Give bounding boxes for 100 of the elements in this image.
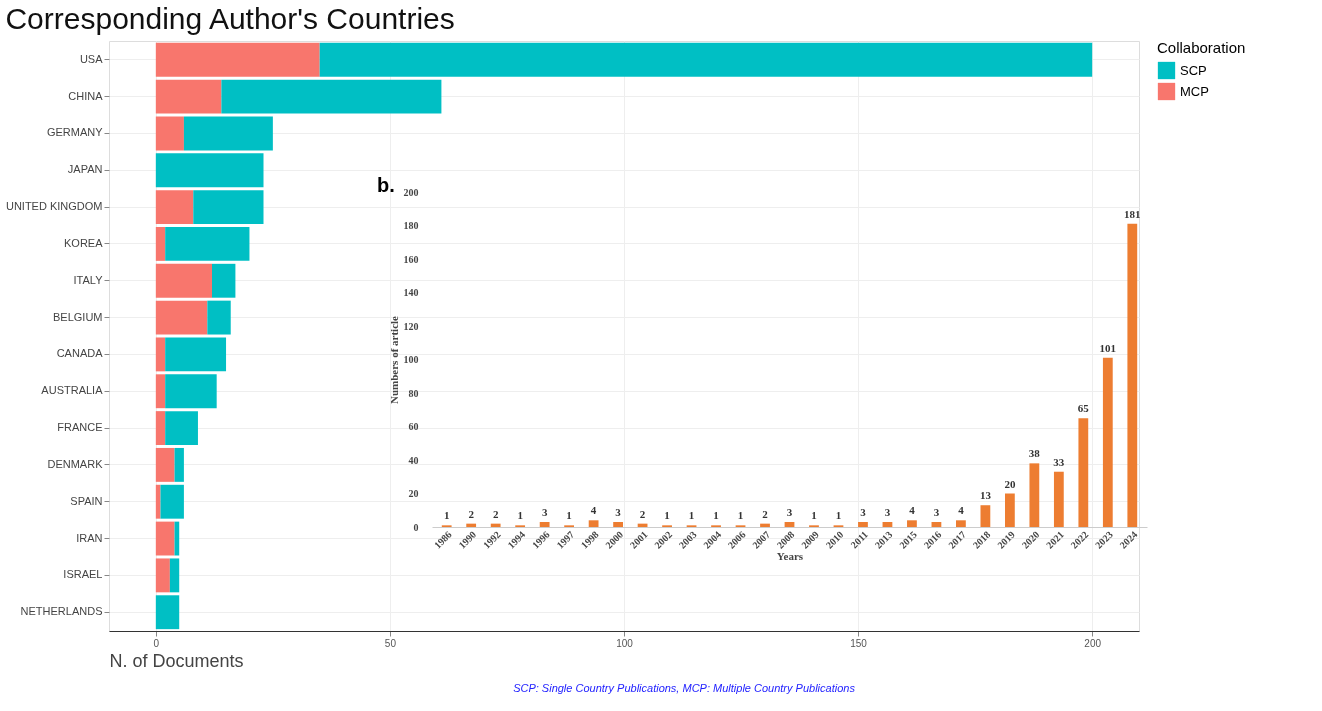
y-tick-label: CHINA <box>68 89 104 102</box>
bar <box>169 558 180 593</box>
data-label: 2 <box>468 507 475 520</box>
data-label: 1 <box>688 509 695 522</box>
bar <box>155 226 166 261</box>
y-tick-label: JAPAN <box>67 163 103 176</box>
data-label: 3 <box>786 505 793 518</box>
bar <box>155 337 166 372</box>
x-tick-label: 2001 <box>627 528 650 551</box>
y-tick-label: 80 <box>408 387 419 399</box>
data-label: 3 <box>884 505 891 518</box>
bar <box>539 521 550 527</box>
bar <box>907 520 917 527</box>
data-label: 2 <box>492 507 499 520</box>
bar <box>1029 463 1040 527</box>
data-label: 1 <box>443 509 450 522</box>
x-axis-title: Years <box>776 549 804 562</box>
bar <box>155 374 166 409</box>
data-label: 2 <box>762 507 769 520</box>
legend-label: MCP <box>1180 83 1209 99</box>
bar <box>221 79 442 114</box>
bar <box>155 300 208 335</box>
bar <box>155 484 161 519</box>
y-tick-label: 20 <box>408 488 419 499</box>
x-tick-label: 2003 <box>676 528 699 551</box>
bar <box>319 42 1093 77</box>
x-tick-label: 2021 <box>1044 528 1066 551</box>
bar <box>155 116 184 151</box>
y-tick-label: 100 <box>403 354 419 365</box>
bar <box>155 79 222 114</box>
data-label: 101 <box>1099 341 1117 354</box>
data-label: 1 <box>566 509 572 522</box>
y-tick-label: 120 <box>403 320 419 332</box>
y-axis-title: Numbers of article <box>387 315 400 404</box>
bar <box>466 523 477 527</box>
bar <box>1127 223 1138 527</box>
y-tick-label: KOREA <box>63 236 104 249</box>
x-tick-label: 0 <box>153 637 160 649</box>
data-label: 1 <box>517 509 523 522</box>
bar <box>1078 418 1089 527</box>
y-tick-label: NETHERLANDS <box>20 605 103 618</box>
bar <box>956 520 966 527</box>
data-label: 3 <box>860 505 867 518</box>
bar <box>155 411 166 446</box>
bar <box>183 116 273 151</box>
x-tick-label: 2010 <box>823 528 846 551</box>
bar <box>1102 357 1113 527</box>
y-tick-label: BELGIUM <box>52 310 103 323</box>
bar <box>155 447 175 482</box>
y-tick-label: 140 <box>403 287 419 298</box>
bar <box>207 300 231 335</box>
bar <box>155 153 264 188</box>
bar <box>160 484 184 519</box>
x-tick-label: 50 <box>384 637 397 649</box>
y-tick-label: DENMARK <box>47 457 104 470</box>
y-tick-label: AUSTRALIA <box>41 384 104 397</box>
x-tick-label: 2020 <box>1019 528 1042 551</box>
data-label: 4 <box>958 504 965 517</box>
bar <box>1004 493 1015 527</box>
y-tick-label: USA <box>79 52 104 65</box>
bar <box>882 521 893 527</box>
bar <box>165 337 227 372</box>
bar <box>155 190 194 225</box>
x-tick-label: 1992 <box>480 528 503 551</box>
bar <box>155 42 320 77</box>
y-tick-label: 40 <box>408 454 419 466</box>
y-tick-label: SPAIN <box>70 494 103 507</box>
data-label: 20 <box>1004 477 1016 490</box>
bar <box>980 505 991 527</box>
x-axis-title: N. of Documents <box>109 650 244 671</box>
y-tick-label: FRANCE <box>57 421 103 434</box>
text: SCP: Single Country Publications, MCP: Multiple Country Publications <box>513 682 856 694</box>
data-label: 3 <box>933 505 940 518</box>
x-tick-label: 200 <box>1084 637 1102 649</box>
data-label: 181 <box>1124 207 1141 220</box>
bar <box>155 263 212 298</box>
y-tick-label: GERMANY <box>46 126 104 139</box>
data-label: 3 <box>541 505 548 518</box>
bar <box>174 447 184 482</box>
bar <box>858 521 868 527</box>
data-label: 1 <box>713 509 719 522</box>
bar <box>165 226 250 261</box>
data-label: 13 <box>979 489 992 502</box>
bar <box>588 520 599 527</box>
x-tick-label: 150 <box>850 637 868 649</box>
y-tick-label: 160 <box>403 253 419 265</box>
data-label: 1 <box>737 509 744 522</box>
bar <box>155 595 180 630</box>
bar <box>165 374 217 409</box>
bar <box>212 263 236 298</box>
data-label: 2 <box>639 507 646 520</box>
annotation: b. <box>377 174 395 196</box>
bar <box>931 521 942 527</box>
bar <box>1053 471 1064 527</box>
data-label: 65 <box>1077 402 1090 415</box>
data-label: 1 <box>664 509 670 522</box>
chart-title: Corresponding Author's Countries <box>5 2 455 35</box>
data-label: 33 <box>1053 455 1065 468</box>
y-tick-label: 60 <box>408 421 419 432</box>
bar <box>155 521 175 556</box>
